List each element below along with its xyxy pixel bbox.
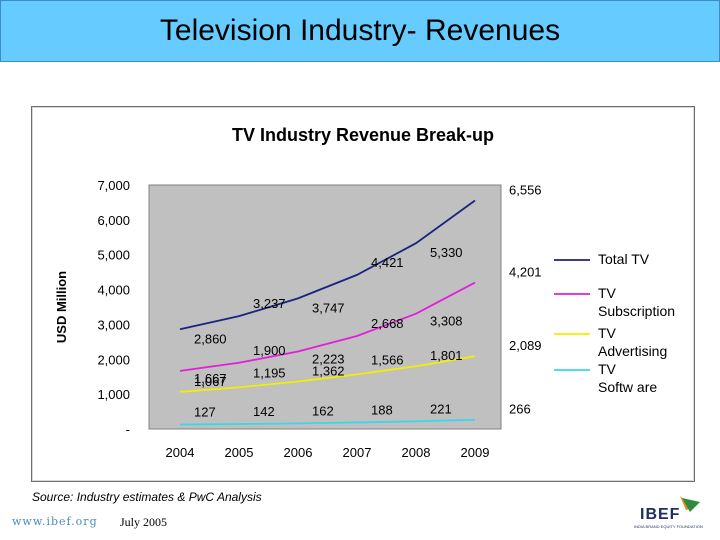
- logo-mark-icon: [680, 496, 700, 512]
- series-line-1: [179, 281, 476, 372]
- data-label: 188: [371, 402, 393, 417]
- data-label: 1,362: [312, 364, 345, 379]
- data-label: 1,195: [253, 365, 286, 380]
- series-line-3: [179, 418, 476, 426]
- data-label: 221: [430, 401, 452, 416]
- logo-subtext: INDIA BRAND EQUITY FOUNDATION: [634, 524, 703, 529]
- series-line-2: [179, 355, 476, 393]
- data-label: 1,900: [253, 343, 286, 358]
- x-tick-label: 2004: [166, 445, 195, 460]
- y-tick-label: 6,000: [97, 213, 130, 228]
- title-bar: Television Industry- Revenues: [0, 0, 720, 62]
- y-tick-label: 1,000: [97, 387, 130, 402]
- y-axis-label: USD Million: [54, 271, 69, 343]
- y-tick-label: -: [126, 422, 130, 437]
- x-tick-label: 2007: [343, 445, 372, 460]
- data-label: 266: [509, 402, 531, 417]
- data-label: 1,566: [371, 352, 404, 367]
- legend-label: Softw are: [598, 379, 657, 395]
- x-tick-label: 2006: [284, 445, 313, 460]
- footer-url[interactable]: www.ibef.org: [12, 515, 98, 528]
- y-tick-label: 4,000: [97, 283, 130, 298]
- y-tick-label: 5,000: [97, 248, 130, 263]
- logo-text: IBEF: [640, 506, 681, 523]
- x-tick-label: 2005: [225, 445, 254, 460]
- data-label: 2,089: [509, 338, 542, 353]
- source-note: Source: Industry estimates & PwC Analysi…: [32, 490, 262, 504]
- y-tick-label: 3,000: [97, 317, 130, 332]
- y-tick-label: 2,000: [97, 352, 130, 367]
- page-title: Television Industry- Revenues: [159, 14, 561, 47]
- plot-area: [148, 184, 502, 430]
- data-label: 5,330: [430, 245, 463, 260]
- legend-label: Total TV: [598, 251, 650, 267]
- x-tick-label: 2009: [461, 445, 490, 460]
- legend-label: Subscription: [598, 303, 675, 319]
- data-label: 3,747: [312, 300, 345, 315]
- data-label: 1,067: [194, 374, 227, 389]
- legend-label: TV: [598, 325, 617, 341]
- data-label: 4,421: [371, 255, 404, 270]
- data-label: 142: [253, 404, 275, 419]
- data-label: 3,308: [430, 314, 463, 329]
- data-label: 6,556: [509, 182, 542, 197]
- data-label: 127: [194, 405, 216, 420]
- data-label: 1,801: [430, 348, 463, 363]
- x-tick-label: 2008: [402, 445, 431, 460]
- data-label: 4,201: [509, 265, 542, 280]
- legend-box: [549, 248, 689, 408]
- data-label: 2,860: [194, 331, 227, 346]
- legend-label: TV: [598, 285, 617, 301]
- chart-title: TV Industry Revenue Break-up: [232, 125, 494, 145]
- data-label: 2,223: [312, 352, 345, 367]
- data-label: 162: [312, 403, 334, 418]
- data-label: 1,667: [194, 371, 227, 386]
- legend-label: TV: [598, 361, 617, 377]
- footer-date: July 2005: [120, 515, 168, 529]
- series-line-0: [179, 199, 476, 331]
- chart-frame: TV Industry Revenue Break-up USD Million -…: [31, 106, 695, 482]
- data-label: 3,237: [253, 296, 286, 311]
- legend-label: Advertising: [598, 343, 667, 359]
- data-label: 2,668: [371, 316, 404, 331]
- revenue-line-chart: TV Industry Revenue Break-up USD Million -…: [54, 125, 689, 460]
- ibef-logo: IBEF INDIA BRAND EQUITY FOUNDATION: [630, 494, 715, 534]
- y-tick-label: 7,000: [97, 178, 130, 193]
